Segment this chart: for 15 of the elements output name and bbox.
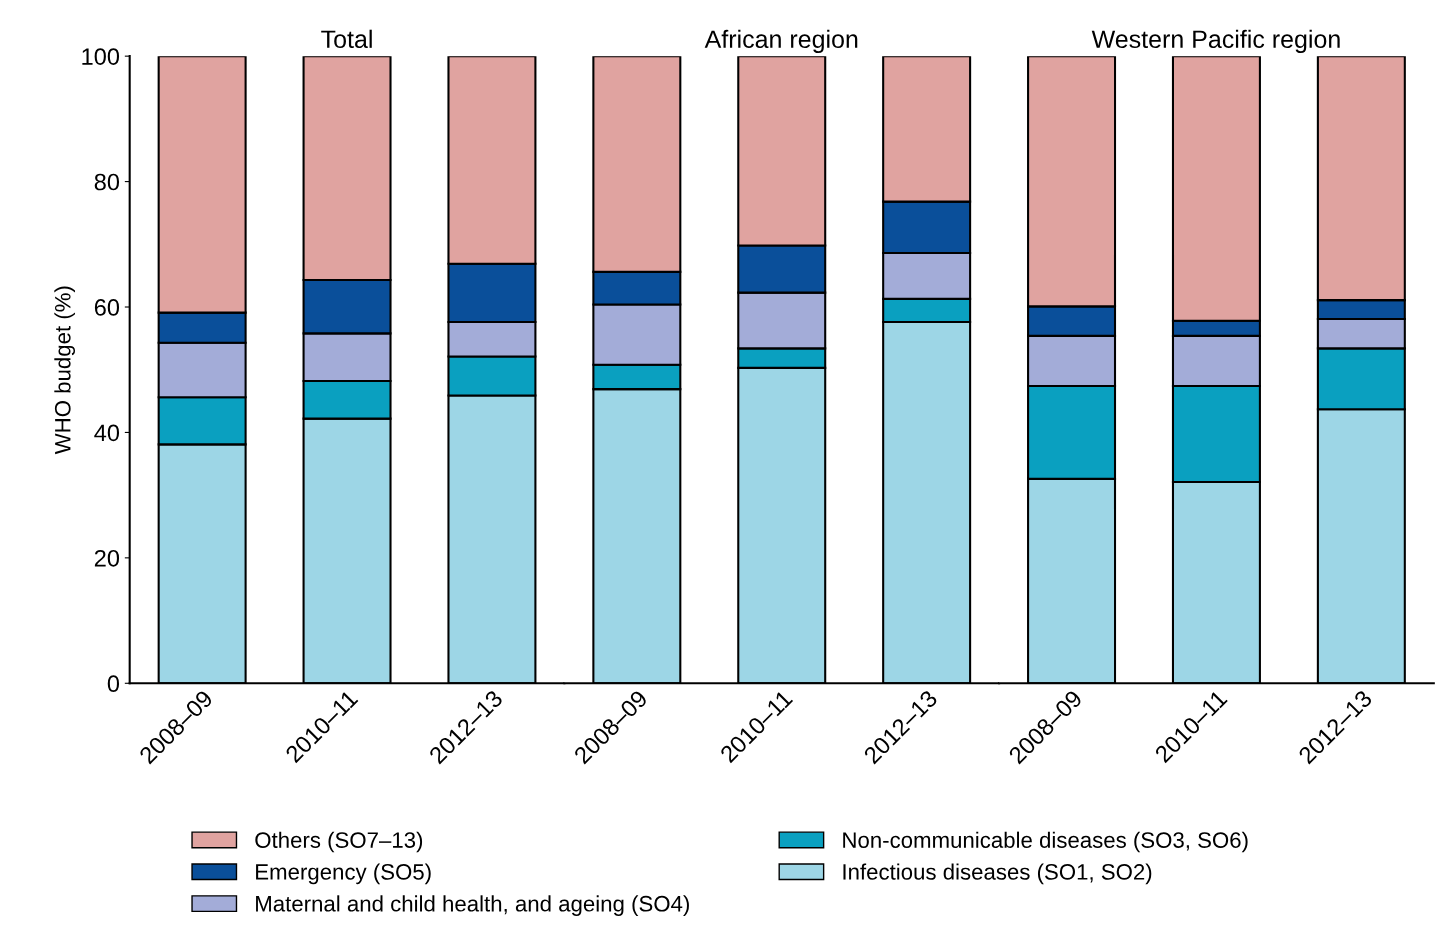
chart-title: Total [321,29,372,49]
y-tick-label: 0 [107,675,120,693]
legend-label: Emergency (SO5) [256,863,431,885]
y-axis-title: WHO budget (%) [54,286,76,455]
y-tick-label: 60 [94,299,120,316]
legend-label: Maternal and child health, and ageing (SO4) [256,895,689,916]
y-tick-label: 100 [82,48,120,65]
legend-label: Others (SO7–13) [255,831,423,853]
legend-label: Non-communicable diseases (SO3, SO6) [843,831,1248,853]
chart-title: African region [704,29,858,54]
legend-label: Infectious diseases (SO1, SO2) [843,863,1152,885]
y-tick-label: 20 [94,549,120,567]
chart-title: Western Pacific region [1091,29,1340,54]
y-tick-label: 40 [94,424,120,442]
y-tick-label: 80 [94,173,120,191]
